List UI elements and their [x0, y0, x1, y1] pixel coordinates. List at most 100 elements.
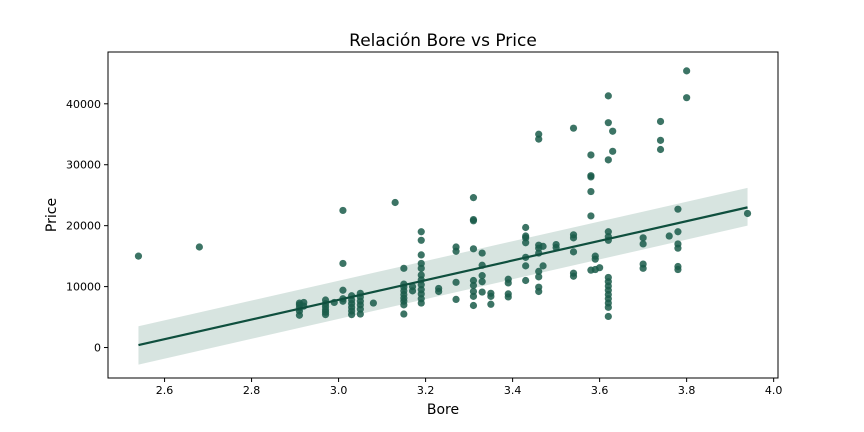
data-point — [195, 243, 203, 251]
data-point — [522, 262, 530, 270]
data-point — [587, 212, 595, 220]
data-point — [487, 292, 495, 300]
x-tick-label: 4.0 — [765, 384, 783, 397]
data-point — [587, 173, 595, 181]
data-point — [452, 278, 460, 286]
x-tick-label: 3.8 — [678, 384, 696, 397]
data-point — [587, 187, 595, 196]
x-axis-label: Bore — [427, 402, 459, 418]
x-tick-label: 2.6 — [156, 384, 174, 397]
data-point — [535, 273, 543, 281]
plot-frame — [107, 51, 779, 379]
data-point — [743, 209, 752, 218]
data-point — [487, 300, 495, 308]
data-point — [522, 276, 530, 285]
y-tick-label: 40000 — [66, 98, 101, 111]
y-tick-label: 0 — [94, 342, 101, 355]
data-point — [417, 236, 425, 244]
data-point — [300, 298, 308, 307]
data-point — [569, 234, 578, 242]
data-point — [604, 303, 612, 311]
y-tick-label: 30000 — [66, 159, 101, 172]
data-point — [478, 272, 486, 280]
data-point — [469, 217, 478, 225]
data-point — [504, 293, 512, 301]
data-point — [408, 287, 417, 295]
x-axis-ticks: 2.6 2.8 3.0 3.2 3.4 3.6 3.8 4.0 — [156, 378, 783, 397]
data-point — [356, 310, 364, 318]
data-point — [604, 156, 612, 164]
data-point — [609, 147, 617, 155]
y-tick-label: 10000 — [66, 281, 101, 294]
data-point — [656, 136, 665, 144]
data-point — [604, 92, 612, 100]
data-point — [674, 205, 682, 213]
x-tick-label: 3.4 — [504, 384, 522, 397]
x-tick-label: 3.6 — [591, 384, 609, 397]
data-point — [539, 262, 547, 270]
data-point — [683, 94, 691, 102]
data-point — [478, 249, 486, 257]
x-tick-label: 2.8 — [243, 384, 261, 397]
data-point — [639, 234, 647, 242]
data-point — [656, 145, 665, 154]
data-point — [478, 278, 486, 286]
data-point — [535, 267, 543, 275]
data-point — [435, 284, 443, 293]
data-point — [674, 244, 682, 252]
data-point — [683, 67, 691, 75]
x-tick-label: 3.2 — [417, 384, 435, 397]
data-point — [569, 124, 578, 132]
data-point — [469, 194, 478, 202]
data-point — [400, 264, 408, 272]
data-point — [339, 286, 347, 294]
data-point — [417, 299, 425, 307]
data-point — [452, 247, 460, 255]
data-point — [596, 264, 604, 272]
data-point — [569, 272, 578, 280]
data-point — [478, 288, 486, 296]
data-point — [400, 301, 408, 309]
data-point — [591, 255, 599, 263]
data-point — [417, 264, 425, 272]
y-tick-label: 20000 — [66, 220, 101, 233]
chart-title: Relación Bore vs Price — [349, 31, 537, 51]
data-point — [639, 240, 647, 248]
data-point — [295, 311, 304, 319]
regression-line — [138, 206, 748, 347]
data-point — [665, 232, 673, 240]
data-point — [321, 311, 330, 319]
data-point — [674, 228, 682, 236]
data-point — [469, 281, 478, 289]
y-axis-ticks: 0 10000 20000 30000 40000 — [66, 98, 108, 355]
data-points-layer — [134, 67, 752, 321]
data-point — [674, 265, 682, 274]
data-point — [656, 117, 665, 126]
regression-line-layer — [138, 206, 748, 347]
data-point — [469, 245, 478, 253]
data-point — [609, 127, 617, 135]
data-point — [587, 151, 595, 159]
data-point — [504, 279, 512, 287]
data-point — [535, 287, 543, 296]
data-point — [522, 223, 530, 232]
data-point — [417, 228, 425, 236]
data-point — [469, 301, 478, 310]
data-point — [369, 299, 377, 307]
data-point — [522, 239, 530, 247]
data-point — [348, 311, 356, 319]
data-point — [400, 310, 408, 318]
data-point — [134, 252, 143, 260]
data-point — [604, 312, 612, 321]
data-point — [452, 295, 460, 303]
data-point — [539, 242, 547, 250]
data-point — [639, 264, 647, 272]
data-point — [604, 119, 612, 127]
data-point — [339, 206, 347, 215]
data-point — [569, 248, 578, 256]
data-point — [469, 292, 478, 300]
data-point — [339, 259, 347, 268]
data-point — [535, 135, 543, 143]
data-point — [391, 198, 399, 207]
